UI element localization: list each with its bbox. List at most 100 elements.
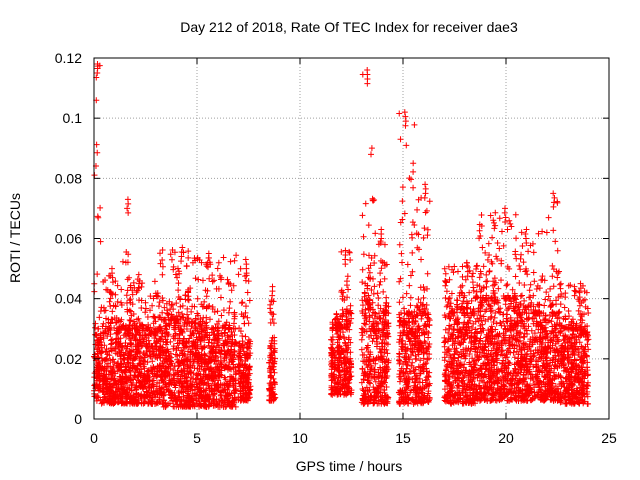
- data-point: [122, 340, 129, 347]
- data-point: [126, 386, 133, 393]
- data-point: [148, 331, 155, 338]
- data-point: [95, 325, 102, 332]
- data-point: [113, 381, 120, 388]
- data-point: [147, 353, 154, 360]
- data-point: [132, 351, 139, 358]
- data-point: [135, 348, 142, 355]
- data-point: [126, 321, 133, 328]
- data-point: [103, 367, 110, 374]
- data-point: [143, 332, 150, 339]
- data-point: [142, 299, 149, 306]
- data-point: [113, 330, 120, 337]
- data-point: [147, 293, 154, 300]
- data-point: [129, 380, 136, 387]
- data-point: [122, 364, 129, 371]
- data-point: [99, 357, 106, 364]
- data-point: [99, 385, 106, 392]
- data-point: [143, 340, 150, 347]
- data-point: [105, 363, 112, 370]
- data-point: [127, 296, 134, 303]
- data-point: [126, 374, 133, 381]
- data-point: [150, 295, 157, 302]
- data-point: [151, 344, 158, 351]
- data-point: [141, 395, 148, 402]
- data-point: [114, 398, 121, 405]
- data-point: [100, 389, 107, 396]
- data-point: [132, 391, 139, 398]
- data-point: [135, 280, 142, 287]
- data-point: [134, 324, 141, 331]
- data-point: [128, 339, 135, 346]
- data-point: [125, 209, 132, 216]
- data-point: [118, 316, 125, 323]
- data-point: [95, 387, 102, 394]
- data-point: [94, 70, 101, 77]
- data-point: [107, 289, 114, 296]
- data-point: [107, 295, 114, 302]
- data-point: [109, 336, 116, 343]
- data-point: [130, 347, 137, 354]
- data-point: [104, 333, 111, 340]
- data-point: [133, 289, 140, 296]
- data-point: [109, 316, 116, 323]
- data-point: [183, 325, 190, 332]
- data-point: [93, 397, 100, 404]
- data-point: [130, 279, 137, 286]
- data-point: [98, 370, 105, 377]
- data-point: [94, 337, 101, 344]
- data-point: [140, 361, 147, 368]
- data-point: [112, 302, 119, 309]
- data-point: [151, 278, 158, 285]
- data-point: [132, 343, 139, 350]
- data-point: [136, 369, 143, 376]
- data-point: [116, 364, 123, 371]
- data-point: [109, 279, 116, 286]
- data-point: [186, 335, 193, 342]
- data-point: [147, 377, 154, 384]
- data-point: [138, 382, 145, 389]
- data-point: [113, 329, 120, 336]
- data-point: [156, 394, 163, 401]
- data-point: [153, 400, 160, 407]
- data-point: [124, 306, 131, 313]
- data-point: [110, 346, 117, 353]
- data-point: [117, 363, 124, 370]
- data-point: [96, 314, 103, 321]
- data-point: [145, 368, 152, 375]
- data-point: [119, 258, 126, 265]
- data-point: [96, 377, 103, 384]
- data-point: [130, 310, 137, 317]
- data-point: [141, 354, 148, 361]
- data-point: [103, 286, 110, 293]
- data-point: [110, 382, 117, 389]
- data-point: [137, 353, 144, 360]
- data-point: [152, 318, 159, 325]
- data-point: [111, 324, 118, 331]
- data-point: [93, 141, 100, 148]
- data-point: [133, 400, 140, 407]
- data-point: [151, 313, 158, 320]
- data-point: [153, 338, 160, 345]
- data-point: [144, 313, 151, 320]
- data-points: [91, 61, 592, 410]
- data-point: [145, 378, 152, 385]
- data-point: [100, 320, 107, 327]
- data-point: [142, 305, 149, 312]
- data-point: [107, 303, 114, 310]
- data-point: [114, 282, 121, 289]
- data-point: [140, 350, 147, 357]
- data-point: [141, 372, 148, 379]
- data-point: [144, 359, 151, 366]
- data-point: [138, 392, 145, 399]
- data-point: [126, 297, 133, 304]
- data-point: [126, 335, 133, 342]
- data-point: [128, 325, 135, 332]
- data-point: [137, 361, 144, 368]
- data-point: [105, 272, 112, 279]
- data-point: [133, 384, 140, 391]
- data-point: [97, 238, 104, 245]
- data-point: [131, 372, 138, 379]
- data-point: [112, 319, 119, 326]
- data-point: [152, 331, 159, 338]
